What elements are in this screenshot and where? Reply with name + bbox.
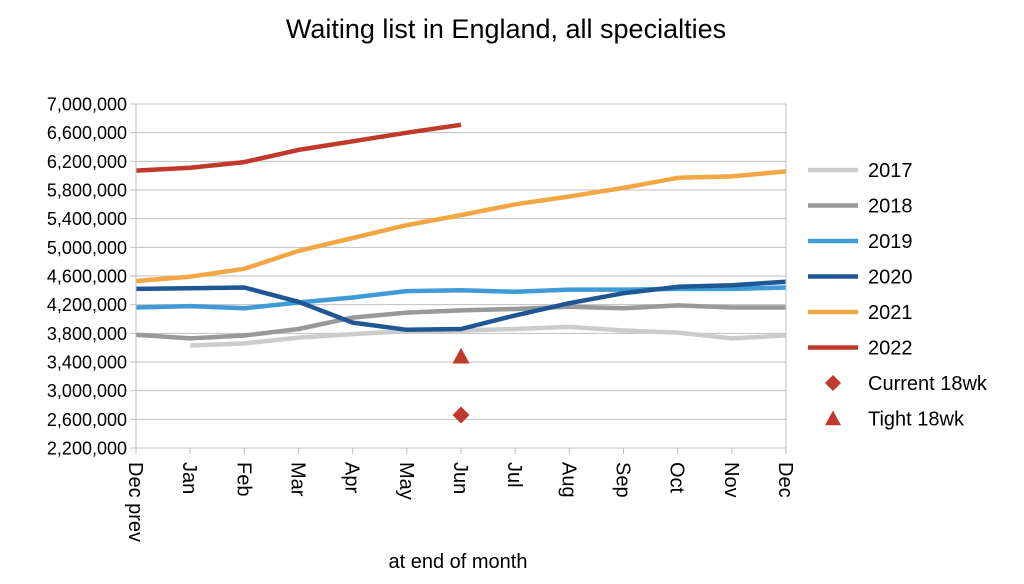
y-tick-label: 5,400,000 bbox=[47, 209, 127, 229]
x-tick-label: Jul bbox=[503, 462, 525, 488]
marker-triangle bbox=[452, 347, 470, 364]
legend: 2017 2018 2019 2020 2021 2022 Current 18wk Tigh… bbox=[808, 160, 988, 431]
series-line-2020 bbox=[135, 279, 787, 333]
x-axis-label: at end of month bbox=[389, 551, 528, 573]
x-tick-label: Feb bbox=[232, 462, 254, 496]
legend-label: 2019 bbox=[868, 231, 913, 253]
y-tick-label: 3,400,000 bbox=[47, 353, 127, 373]
x-axis-tick-labels: Dec prev Jan Feb Mar Apr May Jun Jul Aug Sep Oct No… bbox=[124, 462, 796, 542]
x-tick-label: Jan bbox=[178, 462, 200, 494]
x-tick-label: Dec bbox=[774, 462, 796, 498]
gridlines bbox=[130, 103, 787, 454]
point-markers bbox=[452, 347, 470, 424]
x-tick-label: Sep bbox=[612, 462, 634, 498]
x-tick-label: Nov bbox=[720, 462, 742, 498]
legend-label: 2017 bbox=[868, 160, 913, 182]
legend-swatch-triangle bbox=[825, 410, 841, 426]
x-tick-label: Dec prev bbox=[124, 462, 146, 542]
axes bbox=[135, 103, 787, 449]
x-tick-label: Jun bbox=[449, 462, 471, 494]
y-tick-label: 6,600,000 bbox=[47, 123, 127, 143]
x-tick-label: Mar bbox=[287, 462, 309, 497]
y-tick-label: 2,600,000 bbox=[47, 410, 127, 430]
y-tick-label: 3,800,000 bbox=[47, 324, 127, 344]
x-tick-label: Oct bbox=[666, 462, 688, 494]
y-tick-label: 2,200,000 bbox=[47, 439, 127, 459]
y-axis-tick-labels: 2,200,000 2,600,000 3,000,000 3,400,000 3,80… bbox=[47, 95, 127, 459]
x-tick-label: Apr bbox=[341, 462, 363, 493]
marker-diamond bbox=[452, 406, 470, 424]
legend-label: 2021 bbox=[868, 302, 913, 324]
legend-label: 2022 bbox=[868, 338, 913, 360]
y-tick-label: 4,200,000 bbox=[47, 295, 127, 315]
series-line-2021 bbox=[135, 169, 787, 284]
series-line-2017 bbox=[190, 324, 787, 348]
plot-area-border bbox=[135, 103, 787, 449]
legend-label: 2018 bbox=[868, 196, 913, 218]
series-line-2018 bbox=[135, 303, 786, 341]
x-tick-label: May bbox=[395, 462, 417, 500]
y-tick-label: 5,000,000 bbox=[47, 238, 127, 258]
y-tick-label: 5,800,000 bbox=[47, 181, 127, 201]
legend-label: Tight 18wk bbox=[868, 409, 965, 431]
series-lines bbox=[135, 122, 787, 348]
x-tick-label: Aug bbox=[557, 462, 579, 498]
chart-title: Waiting list in England, all specialties bbox=[286, 14, 726, 44]
y-tick-label: 4,600,000 bbox=[47, 267, 127, 287]
y-tick-label: 7,000,000 bbox=[47, 95, 127, 115]
legend-label: Current 18wk bbox=[868, 373, 988, 395]
legend-swatch-diamond bbox=[825, 375, 841, 391]
y-tick-label: 3,000,000 bbox=[47, 381, 127, 401]
legend-label: 2020 bbox=[868, 267, 913, 289]
series-line-2022 bbox=[135, 122, 462, 173]
y-tick-label: 6,200,000 bbox=[47, 152, 127, 172]
